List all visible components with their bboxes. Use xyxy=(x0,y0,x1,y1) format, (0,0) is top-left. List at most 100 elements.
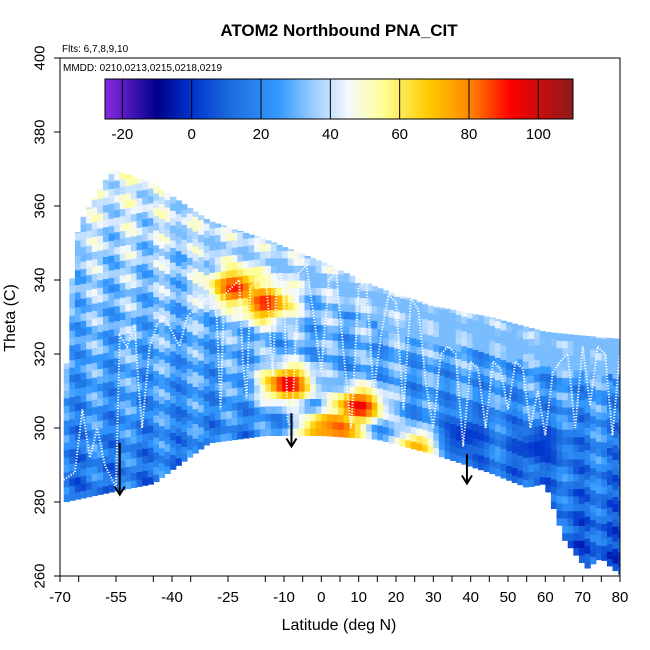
curtain-cell xyxy=(573,334,580,342)
curtain-cell xyxy=(74,232,82,234)
curtain-cell xyxy=(562,377,569,386)
curtain-cell xyxy=(198,330,205,339)
curtain-cell xyxy=(354,349,362,357)
curtain-cell xyxy=(584,390,591,399)
curtain-cell xyxy=(102,441,110,450)
curtain-cell xyxy=(394,370,401,379)
curtain-cell xyxy=(578,377,586,386)
curtain-cell xyxy=(114,409,121,418)
curtain-cell xyxy=(371,379,378,388)
curtain-cell xyxy=(226,314,233,323)
curtain-cell xyxy=(450,386,457,395)
curtain-cell xyxy=(304,376,311,385)
curtain-cell xyxy=(573,525,580,534)
curtain-cell xyxy=(226,277,233,286)
curtain-cell xyxy=(86,319,93,328)
curtain-cell xyxy=(567,495,574,504)
curtain-cell xyxy=(209,361,216,370)
curtain-cell xyxy=(338,392,345,401)
curtain-cell xyxy=(472,438,479,447)
curtain-cell xyxy=(192,275,199,284)
curtain-cell xyxy=(444,436,451,445)
curtain-cell xyxy=(534,351,541,360)
curtain-cell xyxy=(539,447,546,456)
curtain-cell xyxy=(422,444,429,453)
curtain-cell xyxy=(433,306,440,315)
curtain-cell xyxy=(254,266,261,275)
curtain-cell xyxy=(203,245,210,254)
curtain-cell xyxy=(590,534,597,543)
curtain-cell xyxy=(360,408,367,417)
curtain-cell xyxy=(153,303,160,312)
curtain-cell xyxy=(394,422,401,431)
curtain-cell xyxy=(91,399,98,408)
curtain-cell xyxy=(125,466,132,475)
curtain-cell xyxy=(534,433,541,442)
curtain-cell xyxy=(198,337,205,346)
curtain-cell xyxy=(394,399,401,408)
curtain-cell xyxy=(450,452,457,461)
curtain-cell xyxy=(338,303,345,312)
curtain-cell xyxy=(601,353,608,362)
curtain-cell xyxy=(360,430,367,439)
curtain-cell xyxy=(226,388,233,397)
curtain-cell xyxy=(254,347,261,356)
curtain-cell xyxy=(444,332,451,341)
curtain-cell xyxy=(203,230,210,239)
curtain-cell xyxy=(601,486,608,495)
curtain-cell xyxy=(500,455,507,464)
curtain-cell xyxy=(164,340,171,349)
curtain-cell xyxy=(237,298,244,307)
curtain-cell xyxy=(293,287,300,296)
curtain-cell xyxy=(382,433,390,442)
curtain-cell xyxy=(91,421,98,430)
curtain-cell xyxy=(567,518,574,527)
curtain-cell xyxy=(612,555,619,564)
curtain-cell xyxy=(119,356,126,365)
curtain-cell xyxy=(287,287,294,296)
curtain-cell xyxy=(119,349,126,357)
curtain-cell xyxy=(175,265,182,274)
curtain-cell xyxy=(86,400,93,409)
curtain-cell xyxy=(399,342,406,351)
curtain-cell xyxy=(254,303,261,312)
curtain-cell xyxy=(550,332,558,339)
curtain-cell xyxy=(567,532,574,541)
curtain-cell xyxy=(506,398,513,407)
curtain-cell xyxy=(114,357,121,366)
curtain-cell xyxy=(321,428,328,437)
curtain-cell xyxy=(550,390,558,399)
curtain-cell xyxy=(422,377,429,386)
curtain-cell xyxy=(595,507,602,516)
curtain-cell xyxy=(214,286,222,295)
curtain-cell xyxy=(265,265,272,274)
curtain-cell xyxy=(416,331,423,340)
curtain-cell xyxy=(203,333,210,342)
curtain-cell xyxy=(282,272,289,281)
curtain-cell xyxy=(433,395,440,404)
curtain-cell xyxy=(102,241,110,250)
curtain-cell xyxy=(226,227,233,234)
curtain-cell xyxy=(175,383,182,392)
curtain-cell xyxy=(63,383,70,392)
curtain-cell xyxy=(248,304,255,313)
curtain-cell xyxy=(298,391,306,399)
curtain-cell xyxy=(153,466,160,475)
curtain-cell xyxy=(220,300,227,309)
curtain-cell xyxy=(556,354,563,363)
curtain-cell xyxy=(226,395,233,404)
curtain-cell xyxy=(360,341,367,350)
curtain-cell xyxy=(349,296,356,305)
curtain-cell xyxy=(287,361,294,370)
curtain-cell xyxy=(590,556,597,565)
curtain-cell xyxy=(170,373,177,382)
curtain-cell xyxy=(192,290,199,299)
curtain-cell xyxy=(450,401,457,410)
curtain-cell xyxy=(114,179,121,188)
curtain-cell xyxy=(259,309,266,318)
curtain-cell xyxy=(405,395,412,404)
curtain-cell xyxy=(584,335,591,340)
curtain-cell xyxy=(203,237,210,246)
curtain-cell xyxy=(405,417,412,426)
curtain-cell xyxy=(388,361,395,370)
